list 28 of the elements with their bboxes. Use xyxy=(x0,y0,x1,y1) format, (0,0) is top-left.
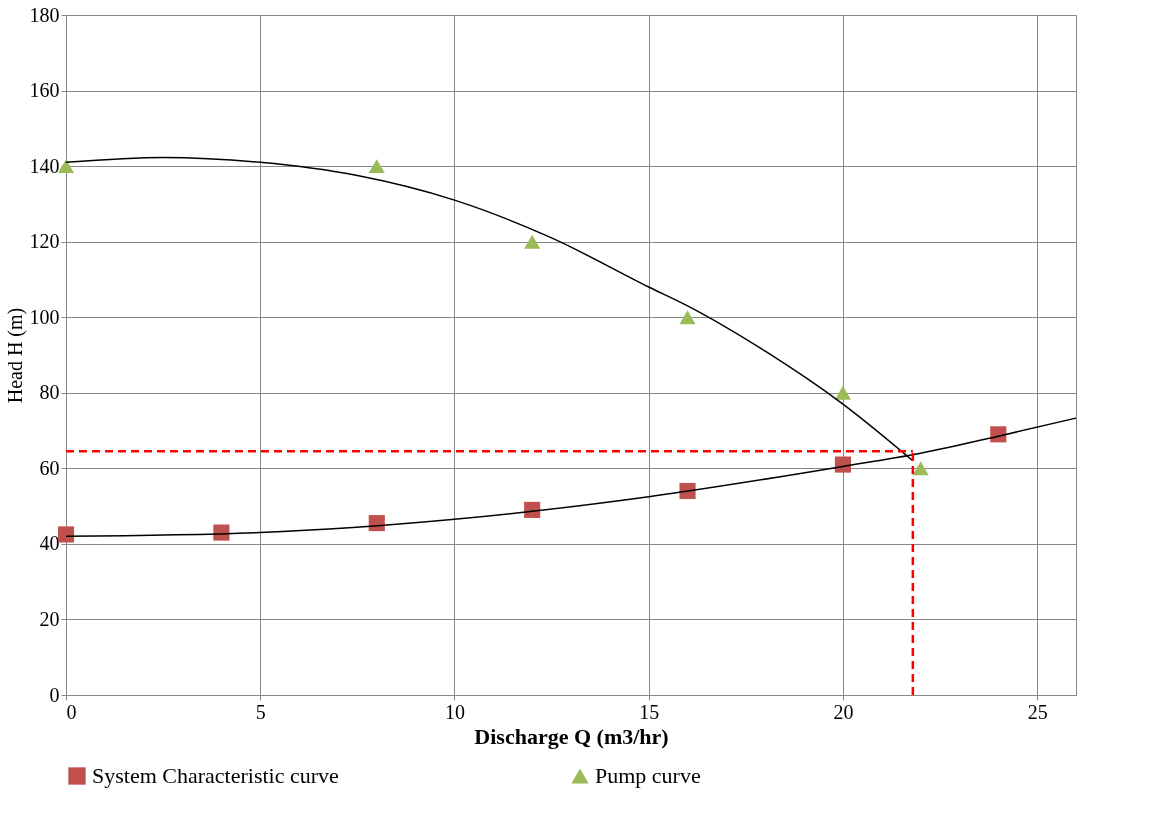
x-tick-label: 10 xyxy=(444,700,465,723)
x-tick-label: 20 xyxy=(833,700,854,723)
y-tick-label: 180 xyxy=(29,3,60,26)
x-axis-title: Discharge Q (m3/hr) xyxy=(474,723,669,749)
y-tick-label: 160 xyxy=(29,79,60,102)
legend-label: System Characteristic curve xyxy=(92,763,339,788)
point xyxy=(834,385,851,400)
point xyxy=(368,159,385,174)
point xyxy=(834,456,851,473)
point xyxy=(213,524,230,541)
x-tick-label: 0 xyxy=(66,700,77,723)
y-tick-label: 40 xyxy=(39,532,60,555)
x-tick-label: 25 xyxy=(1027,700,1048,723)
y-tick-label: 100 xyxy=(29,305,60,328)
y-tick-label: 0 xyxy=(49,683,60,706)
y-tick-label: 140 xyxy=(29,154,60,177)
y-tick-label: 20 xyxy=(39,607,60,630)
point xyxy=(679,310,696,325)
x-tick-label: 5 xyxy=(255,700,266,723)
legend-label: Pump curve xyxy=(595,763,701,788)
y-tick-label: 80 xyxy=(39,381,60,404)
y-tick-label: 60 xyxy=(39,456,60,479)
point xyxy=(912,461,929,476)
y-axis-title: Head H (m) xyxy=(3,307,27,404)
y-tick-label: 120 xyxy=(29,230,60,253)
x-tick-label: 15 xyxy=(639,700,660,723)
point xyxy=(57,526,75,543)
point xyxy=(524,234,541,249)
